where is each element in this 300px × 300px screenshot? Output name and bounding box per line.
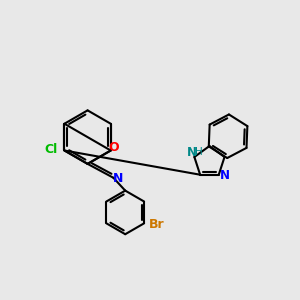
- Text: N: N: [186, 146, 197, 158]
- Text: H: H: [195, 147, 203, 157]
- Text: Br: Br: [149, 218, 165, 231]
- Text: O: O: [108, 141, 119, 154]
- Text: N: N: [220, 169, 230, 182]
- Text: Cl: Cl: [44, 143, 57, 156]
- Text: N: N: [113, 172, 124, 185]
